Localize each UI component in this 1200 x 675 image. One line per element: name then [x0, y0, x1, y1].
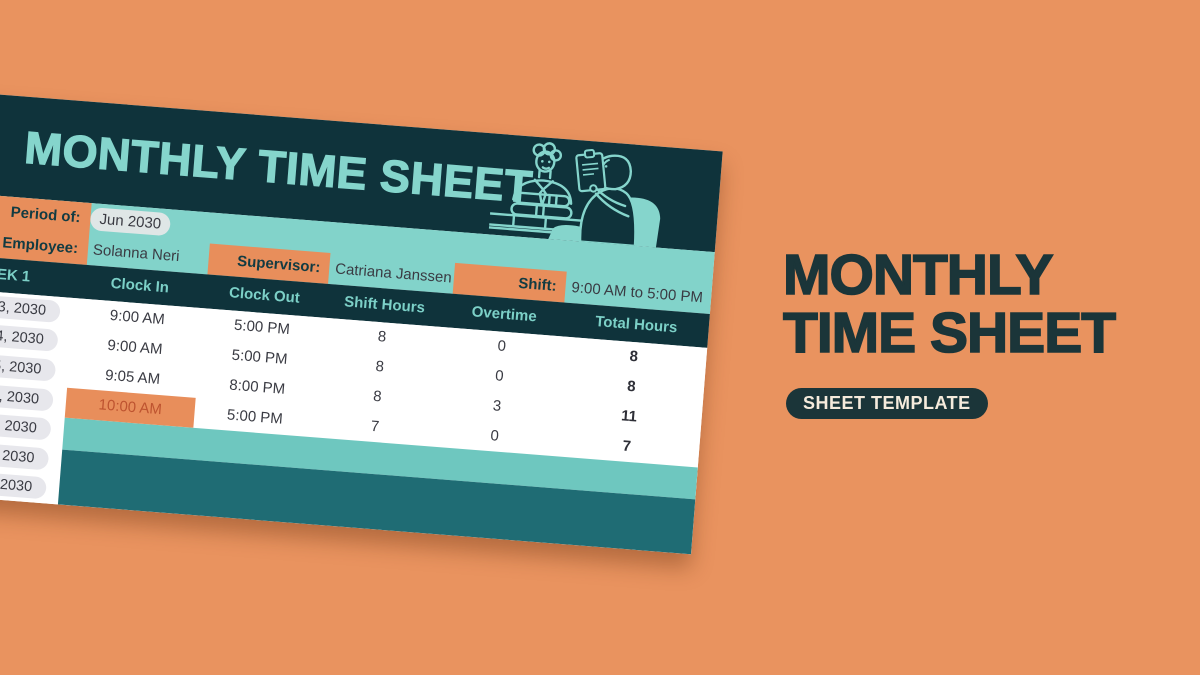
date-pill: Jun 7, 2030 [0, 410, 52, 441]
date-pill: Jun 9, 2030 [0, 469, 47, 500]
date-pill: Jun 5, 2030 [0, 351, 57, 382]
date-pill: Jun 3, 2030 [0, 292, 61, 323]
date-pill: Jun 4, 2030 [0, 322, 59, 353]
poster-title-line1: MONTHLY [782, 243, 1054, 307]
date-pill: Jun 8, 2030 [0, 440, 50, 471]
poster-title-line2: TIME SHEET [782, 301, 1117, 365]
sheet-template-badge: SHEET TEMPLATE [786, 388, 988, 419]
interview-illustration-icon [488, 142, 661, 248]
poster-title: MONTHLY TIME SHEET [782, 243, 1117, 365]
field-label-column: Period of: Employee: [0, 192, 92, 265]
time-sheet: MONTHLY TIME SHEET [0, 92, 723, 555]
sheet-title: MONTHLY TIME SHEET [22, 121, 535, 213]
period-value-field: Jun 2030 [89, 207, 172, 237]
date-pill: Jun 6, 2030 [0, 381, 54, 412]
clipboard-icon [575, 148, 607, 193]
sheet-header-band: MONTHLY TIME SHEET [0, 92, 723, 253]
